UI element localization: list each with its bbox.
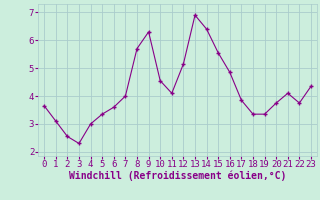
X-axis label: Windchill (Refroidissement éolien,°C): Windchill (Refroidissement éolien,°C): [69, 171, 286, 181]
